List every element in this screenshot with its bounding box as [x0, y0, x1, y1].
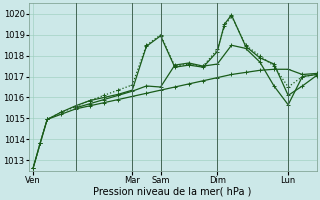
X-axis label: Pression niveau de la mer( hPa ): Pression niveau de la mer( hPa ): [93, 187, 252, 197]
